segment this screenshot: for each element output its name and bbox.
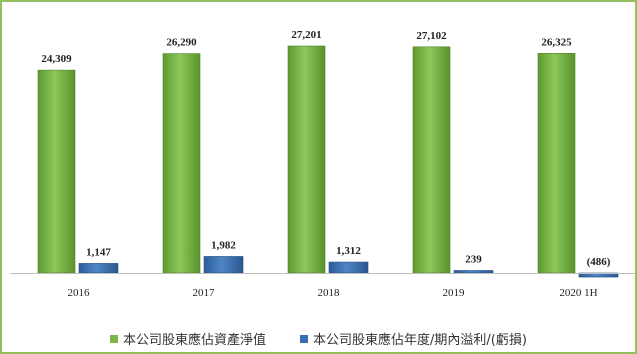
x-tick-label-2016: 2016	[68, 287, 91, 299]
labels-group: 24,309 1,147 2016 26,290 1,982 2017 27,201 1,31…	[41, 29, 610, 299]
bar-profit-2017	[203, 256, 244, 274]
bar-net-assets-2018	[287, 45, 326, 274]
value-label-profit-2019: 239	[465, 254, 482, 266]
value-label-net-assets-2020-1H: 26,325	[541, 36, 572, 48]
value-label-net-assets-2019: 27,102	[416, 30, 447, 42]
value-label-profit-2017: 1,982	[211, 239, 236, 251]
bars-group	[37, 45, 619, 278]
bar-net-assets-2017	[162, 53, 201, 274]
x-tick-label-2020-1H: 2020 1H	[559, 287, 597, 299]
bar-net-assets-2016	[37, 69, 76, 274]
bar-chart: 24,309 1,147 2016 26,290 1,982 2017 27,201 1,31…	[10, 29, 635, 299]
x-tick-label-2018: 2018	[318, 287, 341, 299]
legend-swatch-blue	[300, 334, 309, 343]
value-label-profit-2016: 1,147	[86, 246, 111, 258]
bar-net-assets-2019	[412, 46, 451, 274]
value-label-net-assets-2018: 27,201	[291, 29, 321, 41]
legend-label-net-assets: 本公司股東應佔資產淨值	[123, 333, 267, 348]
bar-net-assets-2020-1H	[537, 53, 576, 274]
x-tick-label-2017: 2017	[193, 287, 216, 299]
bar-profit-2018	[328, 261, 369, 274]
legend-item-profit: 本公司股東應佔年度/期內溢利/(虧損)	[300, 329, 527, 348]
legend-label-profit: 本公司股東應佔年度/期內溢利/(虧損)	[313, 333, 527, 348]
legend-item-net-assets: 本公司股東應佔資產淨值	[110, 329, 266, 348]
value-label-profit-2018: 1,312	[336, 245, 361, 257]
bar-profit-2016	[78, 263, 119, 274]
bar-profit-2019	[453, 270, 494, 274]
value-label-profit-2020-1H: (486)	[587, 256, 611, 268]
value-label-net-assets-2017: 26,290	[166, 37, 197, 49]
value-label-net-assets-2016: 24,309	[41, 53, 72, 65]
legend-swatch-green	[110, 334, 119, 343]
legend: 本公司股東應佔資產淨值 本公司股東應佔年度/期內溢利/(虧損)	[2, 329, 635, 348]
x-tick-label-2019: 2019	[443, 287, 466, 299]
